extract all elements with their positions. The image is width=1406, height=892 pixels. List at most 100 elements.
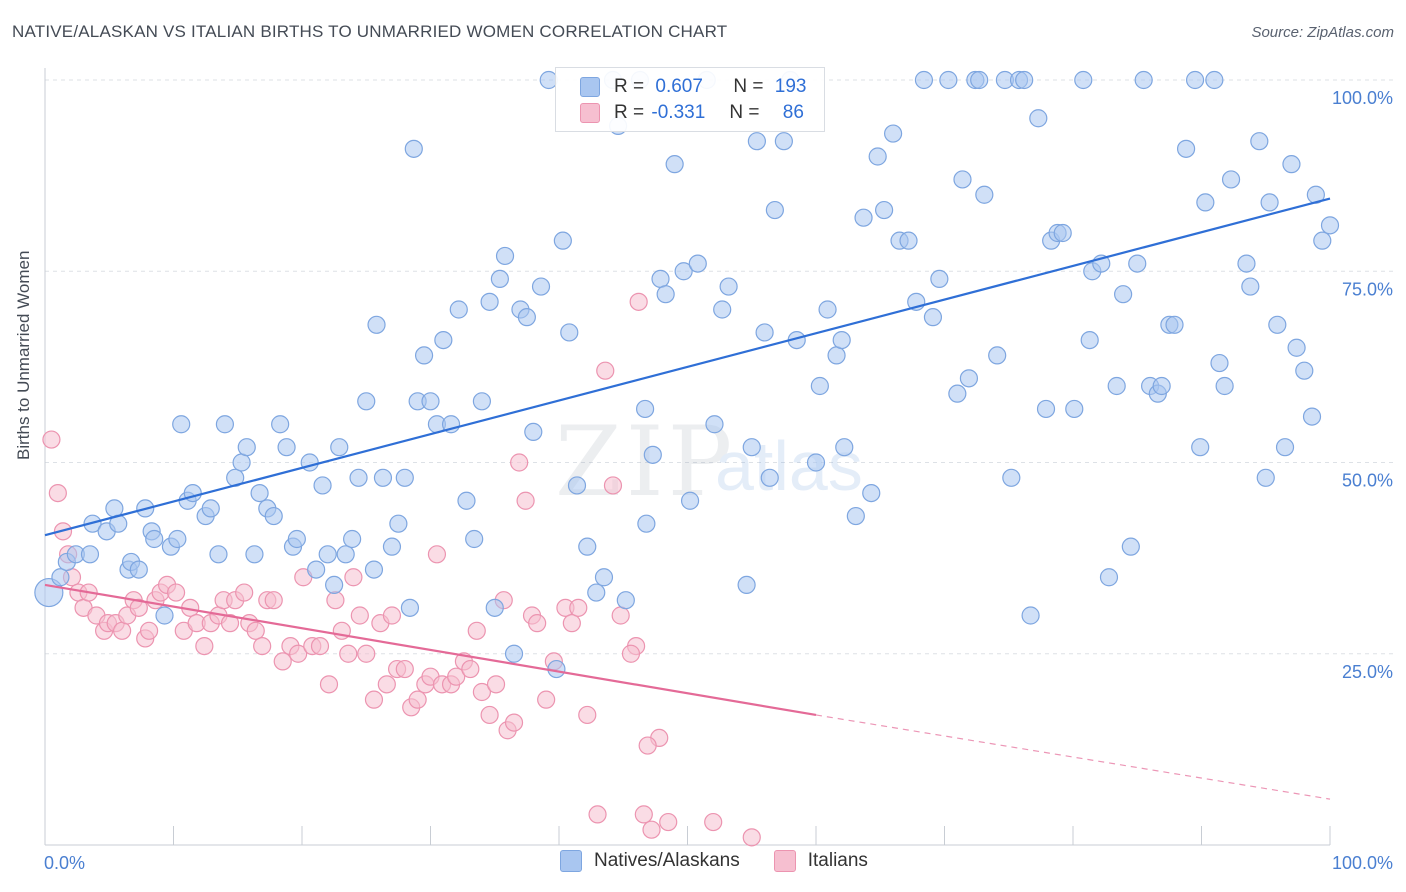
- italians-point: [48, 484, 67, 503]
- natives-point: [1302, 407, 1322, 426]
- natives-point: [875, 200, 894, 220]
- natives-point: [1295, 361, 1314, 380]
- natives-point: [616, 591, 635, 610]
- natives-point: [637, 514, 656, 533]
- italians-swatch: [580, 103, 600, 123]
- natives-point: [1260, 193, 1279, 212]
- italians-point: [461, 659, 480, 679]
- italians-point: [382, 606, 402, 625]
- legend-item-italians[interactable]: Italians: [773, 850, 868, 872]
- y-tick-label: 75.0%: [1342, 279, 1393, 299]
- n-value: 86: [782, 102, 804, 123]
- natives-point: [1313, 231, 1332, 250]
- natives-point: [959, 369, 979, 388]
- natives-point: [1191, 438, 1210, 457]
- natives-point: [553, 231, 572, 250]
- italians-point: [220, 614, 240, 633]
- italians-point: [319, 675, 339, 694]
- n-label: N =: [733, 76, 764, 97]
- y-axis-label: Births to Unmarried Women: [14, 250, 33, 460]
- italians-point: [510, 453, 529, 472]
- italians-point: [395, 659, 414, 679]
- watermark-atlas: atlas: [715, 427, 863, 505]
- natives-point: [434, 331, 453, 350]
- natives-point: [490, 269, 509, 288]
- italians-point: [408, 690, 427, 709]
- x-tick-label: 0.0%: [44, 853, 85, 873]
- natives-point: [1065, 399, 1084, 419]
- italians-point: [578, 705, 597, 725]
- italians-point: [427, 545, 447, 564]
- natives-point: [755, 323, 774, 342]
- x-tick-labels: 0.0% 100.0%: [44, 853, 1393, 873]
- natives-point: [1114, 285, 1133, 304]
- natives-point: [680, 491, 700, 510]
- italians-point: [112, 621, 132, 640]
- natives-point: [318, 545, 337, 564]
- italians-point: [569, 598, 588, 617]
- natives-point: [51, 568, 70, 587]
- italians-point: [129, 598, 148, 617]
- natives-point: [560, 323, 579, 342]
- natives-point: [765, 200, 784, 220]
- natives-point: [271, 415, 290, 434]
- italians-point: [339, 644, 358, 663]
- natives-point: [250, 484, 269, 503]
- natives-point: [899, 231, 918, 250]
- natives-point: [80, 545, 100, 564]
- natives-point: [1205, 70, 1224, 90]
- y-tick-label: 100.0%: [1332, 88, 1393, 108]
- italians-point: [472, 682, 491, 702]
- natives-point: [504, 644, 524, 663]
- italians-swatch: [773, 850, 796, 872]
- natives-points: [34, 70, 1340, 679]
- natives-point: [651, 269, 670, 288]
- natives-point: [237, 438, 256, 457]
- natives-point: [635, 399, 655, 419]
- natives-point: [480, 292, 499, 311]
- natives-point: [818, 300, 837, 319]
- italians-point: [504, 713, 524, 732]
- italians-point: [42, 430, 61, 449]
- italians-point: [139, 621, 159, 640]
- natives-point: [1215, 376, 1234, 396]
- natives-point: [1128, 254, 1147, 273]
- natives-point: [827, 346, 846, 365]
- italians-point: [537, 690, 556, 709]
- natives-point: [1080, 331, 1099, 350]
- stats-legend: R = 0.607 N = 193 R = -0.331 N = 86: [555, 67, 825, 132]
- natives-point: [1002, 468, 1021, 487]
- natives-point: [988, 346, 1007, 365]
- natives-point: [1241, 277, 1260, 296]
- natives-point: [389, 514, 408, 533]
- source-credit: Source: ZipAtlas.com: [1251, 24, 1394, 41]
- natives-point: [404, 139, 423, 158]
- n-label: N =: [729, 102, 760, 123]
- italians-point: [264, 591, 283, 610]
- italians-point: [486, 675, 506, 694]
- watermark: ZIP atlas: [555, 406, 863, 518]
- natives-point: [1268, 315, 1287, 334]
- italians-point: [621, 644, 641, 663]
- natives-point: [1107, 376, 1126, 396]
- natives-point: [939, 70, 958, 90]
- italians-point: [562, 614, 581, 633]
- natives-point: [868, 147, 887, 166]
- italians-point: [273, 652, 292, 671]
- italians-point: [235, 583, 254, 602]
- natives-point: [578, 537, 597, 556]
- italians-point: [377, 675, 396, 694]
- italians-point: [704, 812, 723, 832]
- natives-point: [1053, 223, 1072, 243]
- legend-item-natives[interactable]: Natives/Alaskans: [560, 850, 740, 872]
- natives-point: [1185, 70, 1205, 90]
- natives-point: [1176, 139, 1196, 158]
- natives-point: [1256, 468, 1275, 487]
- chart-title: NATIVE/ALASKAN VS ITALIAN BIRTHS TO UNMA…: [12, 22, 728, 41]
- natives-point: [1275, 438, 1295, 457]
- natives-point: [395, 468, 414, 487]
- italians-point: [603, 476, 623, 495]
- natives-point: [373, 468, 393, 487]
- natives-point: [129, 560, 148, 579]
